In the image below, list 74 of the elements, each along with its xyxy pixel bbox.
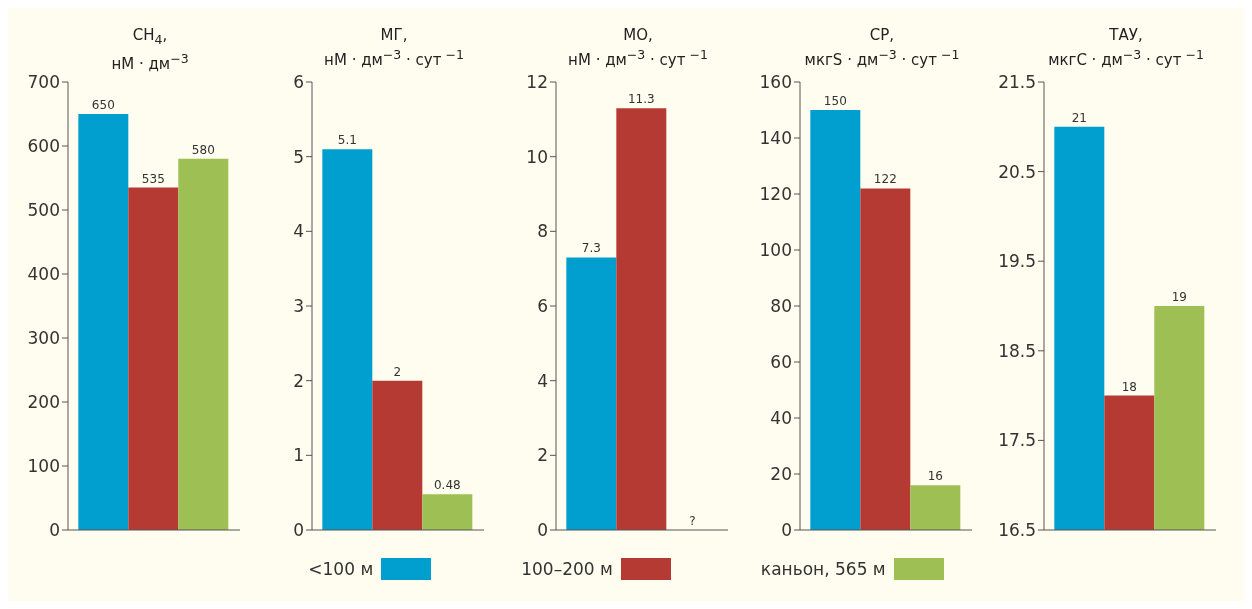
data-label: 2 — [393, 364, 402, 379]
y-tick-label: 400 — [27, 264, 60, 285]
bar — [128, 187, 179, 530]
y-tick-label: 500 — [27, 200, 60, 221]
legend-label: <100 м — [308, 559, 374, 579]
y-tick-label: 200 — [27, 392, 60, 413]
bar — [78, 114, 129, 530]
data-label: 7.3 — [581, 241, 601, 256]
data-label: 11.3 — [627, 92, 655, 107]
data-label: 5.1 — [337, 133, 357, 148]
bar — [322, 149, 373, 530]
y-tick-label: 100 — [759, 240, 792, 261]
chart-subtitle: нМ · дм$^{−3}$ · сут $^{−1}$ — [567, 46, 709, 70]
data-label: 16 — [927, 469, 943, 484]
y-tick-label: 100 — [27, 456, 60, 477]
chart-title: МО, — [622, 26, 654, 45]
y-tick-label: 120 — [759, 184, 792, 205]
chart-title: CH$_{4}$, — [131, 26, 169, 49]
data-label: 535 — [141, 171, 165, 186]
y-tick-label: 20.5 — [998, 161, 1036, 182]
y-tick-label: 18.5 — [998, 340, 1036, 361]
y-tick-label: 5 — [293, 146, 304, 167]
y-tick-label: 20 — [770, 464, 792, 485]
y-tick-label: 160 — [759, 72, 792, 93]
bar — [178, 158, 229, 530]
y-tick-label: 6 — [537, 296, 548, 317]
y-tick-label: 4 — [293, 221, 304, 242]
bar — [810, 110, 861, 530]
y-tick-label: 40 — [770, 408, 792, 429]
y-tick-label: 700 — [27, 72, 60, 93]
bar — [372, 380, 423, 530]
data-label: 580 — [191, 142, 215, 157]
y-tick-label: 80 — [770, 296, 792, 317]
chart-title: СР, — [868, 26, 896, 45]
chart-subtitle: мкгS · дм$^{−3}$ · сут $^{−1}$ — [803, 46, 961, 70]
y-tick-label: 2 — [293, 370, 304, 391]
y-tick-label: 300 — [27, 328, 60, 349]
y-tick-label: 3 — [293, 296, 304, 317]
bar — [860, 188, 911, 530]
chart-subtitle: нМ · дм$^{−3}$ — [110, 50, 190, 74]
legend-label: 100–200 м — [521, 559, 613, 579]
chart-title: МГ, — [379, 26, 409, 45]
y-tick-label: 1 — [293, 445, 304, 466]
y-tick-label: 0 — [49, 520, 60, 541]
chart-title: ТАУ, — [1108, 26, 1144, 45]
y-tick-label: 6 — [293, 72, 304, 93]
chart-subtitle: нМ · дм$^{−3}$ · сут $^{−1}$ — [323, 46, 465, 70]
text: ? — [689, 514, 696, 528]
data-label: 122 — [873, 172, 897, 187]
y-tick-label: 600 — [27, 136, 60, 157]
y-tick-label: 16.5 — [998, 520, 1036, 541]
bar — [910, 485, 961, 530]
data-label: 650 — [91, 98, 115, 112]
data-label: 150 — [823, 94, 847, 108]
y-tick-label: 2 — [537, 445, 548, 466]
y-tick-label: 140 — [759, 128, 792, 149]
y-tick-label: 0 — [537, 520, 548, 541]
y-tick-label: 8 — [537, 221, 548, 242]
y-tick-label: 21.5 — [998, 72, 1036, 93]
data-label: 21 — [1071, 110, 1087, 125]
y-tick-label: 12 — [526, 72, 548, 93]
y-tick-label: 4 — [537, 370, 548, 391]
data-label: 19 — [1171, 290, 1187, 304]
y-tick-label: 10 — [526, 146, 548, 167]
y-tick-label: 0 — [293, 520, 304, 541]
y-tick-label: 0 — [781, 520, 792, 541]
chart-subtitle: мкгС · дм$^{−3}$ · сут $^{−1}$ — [1047, 46, 1205, 70]
y-tick-label: 19.5 — [998, 251, 1036, 272]
data-label: 0.48 — [433, 478, 461, 493]
y-tick-label: 60 — [770, 352, 792, 373]
data-label: 18 — [1121, 379, 1137, 394]
bar — [422, 494, 473, 530]
y-tick-label: 17.5 — [998, 430, 1036, 451]
legend-label: каньон, 565 м — [760, 559, 886, 579]
